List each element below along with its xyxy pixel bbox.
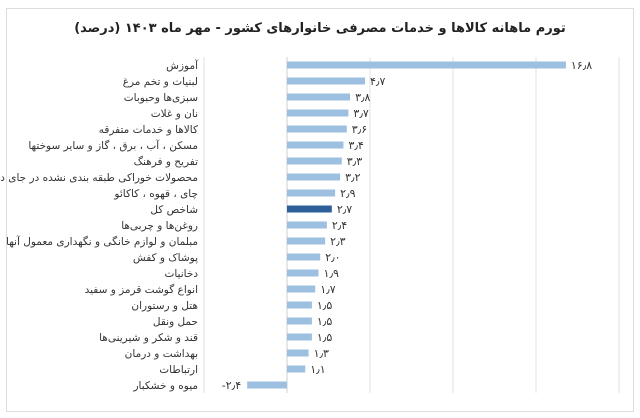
bar [287, 365, 306, 373]
bar [287, 333, 312, 341]
bar [287, 93, 351, 101]
category-label: شاخص کل [150, 204, 198, 216]
bar [287, 349, 309, 357]
data-label: ۱٫۱ [310, 363, 325, 376]
data-label: -۲٫۴ [222, 379, 241, 392]
category-label: هتل و رستوران [131, 300, 198, 312]
category-label: تفریح و فرهنگ [134, 155, 198, 168]
bar [287, 173, 341, 181]
chart-title: تورم ماهانه کالاها و خدمات مصرفی خانواره… [74, 21, 566, 36]
data-label: ۳٫۶ [352, 123, 367, 136]
category-label: ارتباطات [159, 364, 198, 376]
category-label: دخانیات [164, 268, 198, 280]
data-label: ۱٫۷ [320, 283, 335, 296]
category-label: روغن‌ها و چربی‌ها [121, 220, 198, 232]
category-label: مسکن ، آب ، برق ، گاز و سایر سوختها [28, 139, 198, 152]
category-label: قند و شکر و شیرینی‌ها [99, 332, 198, 344]
bar [287, 221, 327, 229]
data-label: ۲٫۳ [330, 235, 345, 248]
data-label: ۱۶٫۸ [571, 59, 592, 72]
category-label: سبزی‌ها وحبوبات [124, 92, 198, 104]
data-label: ۳٫۲ [345, 171, 360, 184]
data-label: ۲٫۰ [325, 251, 340, 264]
category-label: میوه و خشکبار [132, 380, 198, 392]
category-label: پوشاک و کفش [133, 252, 198, 264]
data-label: ۳٫۳ [347, 155, 362, 168]
category-label: مبلمان و لوازم خانگی و نگهداری معمول آنه… [6, 235, 198, 248]
category-label: آموزش [166, 59, 199, 72]
bar [287, 77, 366, 85]
data-label: ۳٫۷ [353, 107, 368, 120]
bar [287, 301, 312, 309]
bar [287, 141, 344, 149]
data-label: ۱٫۵ [317, 299, 332, 312]
category-label: بهداشت و درمان [125, 348, 198, 360]
data-label: ۳٫۸ [355, 91, 370, 104]
category-label: حمل ونقل [153, 316, 198, 328]
bar [287, 237, 326, 245]
bar [287, 61, 566, 69]
category-label: محصولات خوراکی طبقه بندی نشده در جای دیگ… [0, 171, 198, 184]
bar [287, 253, 321, 261]
data-label: ۱٫۵ [317, 331, 332, 344]
data-label: ۱٫۹ [324, 267, 339, 280]
bar [287, 157, 342, 165]
category-label: نان و غلات [151, 108, 198, 120]
bar [287, 269, 319, 277]
data-label: ۴٫۷ [370, 75, 385, 88]
data-label: ۱٫۵ [317, 315, 332, 328]
category-label: انواع گوشت قرمز و سفید [85, 283, 198, 296]
bar [287, 109, 349, 117]
data-label: ۱٫۳ [314, 347, 329, 360]
category-label: کالاها و خدمات متفرقه [99, 124, 198, 136]
bar [287, 317, 312, 325]
bar [287, 189, 336, 197]
bar [287, 205, 332, 213]
data-label: ۳٫۴ [348, 139, 363, 152]
category-label: لبنیات و تخم مرغ [123, 76, 198, 88]
data-label: ۲٫۹ [340, 187, 355, 200]
data-label: ۲٫۴ [332, 219, 347, 232]
data-label: ۲٫۷ [337, 203, 352, 216]
bar [287, 285, 316, 293]
category-label: چای ، قهوه ، کاکائو [113, 188, 198, 200]
bar [247, 381, 287, 389]
bar [287, 125, 347, 133]
